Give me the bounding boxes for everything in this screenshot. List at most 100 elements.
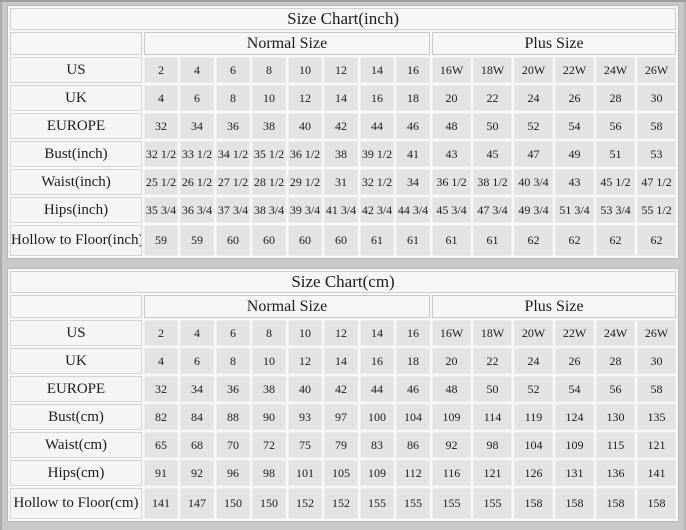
size-value-cell: 28 1/2 [252,169,286,195]
size-value-cell: 50 [473,113,512,139]
size-value-cell: 58 [637,113,677,139]
row-label: Hips(inch) [10,197,142,223]
size-value-cell: 62 [637,225,677,256]
size-value-cell: 96 [216,460,250,486]
size-value-cell: 98 [252,460,286,486]
size-value-cell: 56 [596,113,635,139]
row-label: Hollow to Floor(cm) [10,488,142,519]
size-value-cell: 38 3/4 [252,197,286,223]
size-value-cell: 37 3/4 [216,197,250,223]
table-row: UK 4 6 8 10 12 14 16 18 20 22 24 26 28 30 [10,348,677,374]
size-value-cell: 30 [637,348,677,374]
size-value-cell: 24 [514,348,553,374]
size-value-cell: 29 1/2 [288,169,322,195]
size-value-cell: 38 [324,141,358,167]
size-value-cell: 62 [514,225,553,256]
size-value-cell: 53 [637,141,677,167]
size-value-cell: 22 [473,85,512,111]
size-value-cell: 55 1/2 [637,197,677,223]
size-value-cell: 58 [637,376,677,402]
size-value-cell: 10 [252,85,286,111]
size-value-cell: 2 [144,57,178,83]
size-value-cell: 26W [637,320,677,346]
row-label: Hips(cm) [10,460,142,486]
size-value-cell: 33 1/2 [180,141,214,167]
size-value-cell: 36 [216,376,250,402]
size-value-cell: 38 [252,113,286,139]
size-value-cell: 48 [432,113,471,139]
size-value-cell: 32 [144,376,178,402]
table-title-inch: Size Chart(inch) [10,8,677,30]
corner-cell [10,295,142,318]
size-value-cell: 24 [514,85,553,111]
row-label: UK [10,348,142,374]
size-value-cell: 12 [288,85,322,111]
size-value-cell: 100 [360,404,394,430]
size-value-cell: 28 [596,348,635,374]
size-value-cell: 24W [596,320,635,346]
size-value-cell: 10 [288,57,322,83]
size-value-cell: 60 [252,225,286,256]
normal-size-header: Normal Size [144,32,430,55]
size-value-cell: 12 [324,57,358,83]
table-row: EUROPE 32 34 36 38 40 42 44 46 48 50 52 54 56 58 [10,376,677,402]
size-chart-table-inch: Size Chart(inch) Normal Size Plus Size US 2 4… [7,5,680,259]
size-value-cell: 152 [288,488,322,519]
size-value-cell: 28 [596,85,635,111]
size-value-cell: 8 [216,348,250,374]
size-value-cell: 49 [555,141,594,167]
size-value-cell: 18 [396,85,430,111]
size-value-cell: 25 1/2 [144,169,178,195]
row-label: EUROPE [10,113,142,139]
size-value-cell: 62 [555,225,594,256]
size-value-cell: 126 [514,460,553,486]
size-value-cell: 86 [396,432,430,458]
size-value-cell: 54 [555,376,594,402]
row-label: Hollow to Floor(inch) [10,225,142,256]
size-value-cell: 20W [514,320,553,346]
size-value-cell: 62 [596,225,635,256]
table-title-cm: Size Chart(cm) [10,271,677,293]
size-value-cell: 26 1/2 [180,169,214,195]
size-value-cell: 72 [252,432,286,458]
size-value-cell: 6 [180,348,214,374]
size-value-cell: 49 3/4 [514,197,553,223]
size-value-cell: 121 [637,432,677,458]
size-value-cell: 20 [432,85,471,111]
table-row: Hollow to Floor(inch) 59 59 60 60 60 60 61 61 61 6… [10,225,677,256]
size-value-cell: 84 [180,404,214,430]
size-value-cell: 104 [514,432,553,458]
size-value-cell: 2 [144,320,178,346]
size-value-cell: 44 [360,376,394,402]
size-value-cell: 32 [144,113,178,139]
size-value-cell: 75 [288,432,322,458]
size-value-cell: 68 [180,432,214,458]
size-value-cell: 20 [432,348,471,374]
size-value-cell: 35 3/4 [144,197,178,223]
size-value-cell: 155 [473,488,512,519]
size-value-cell: 60 [216,225,250,256]
size-value-cell: 70 [216,432,250,458]
size-value-cell: 26 [555,348,594,374]
size-value-cell: 16W [432,320,471,346]
row-label: EUROPE [10,376,142,402]
plus-size-header: Plus Size [432,32,677,55]
size-value-cell: 98 [473,432,512,458]
size-value-cell: 105 [324,460,358,486]
size-value-cell: 27 1/2 [216,169,250,195]
size-value-cell: 88 [216,404,250,430]
table-row: Waist(inch) 25 1/2 26 1/2 27 1/2 28 1/2 29 1/… [10,169,677,195]
size-value-cell: 124 [555,404,594,430]
size-value-cell: 119 [514,404,553,430]
size-value-cell: 32 1/2 [360,169,394,195]
size-value-cell: 47 [514,141,553,167]
row-label: Waist(inch) [10,169,142,195]
size-value-cell: 83 [360,432,394,458]
size-value-cell: 10 [288,320,322,346]
size-value-cell: 41 3/4 [324,197,358,223]
size-value-cell: 8 [252,320,286,346]
size-value-cell: 4 [180,57,214,83]
size-value-cell: 52 [514,113,553,139]
size-value-cell: 42 3/4 [360,197,394,223]
size-value-cell: 114 [473,404,512,430]
